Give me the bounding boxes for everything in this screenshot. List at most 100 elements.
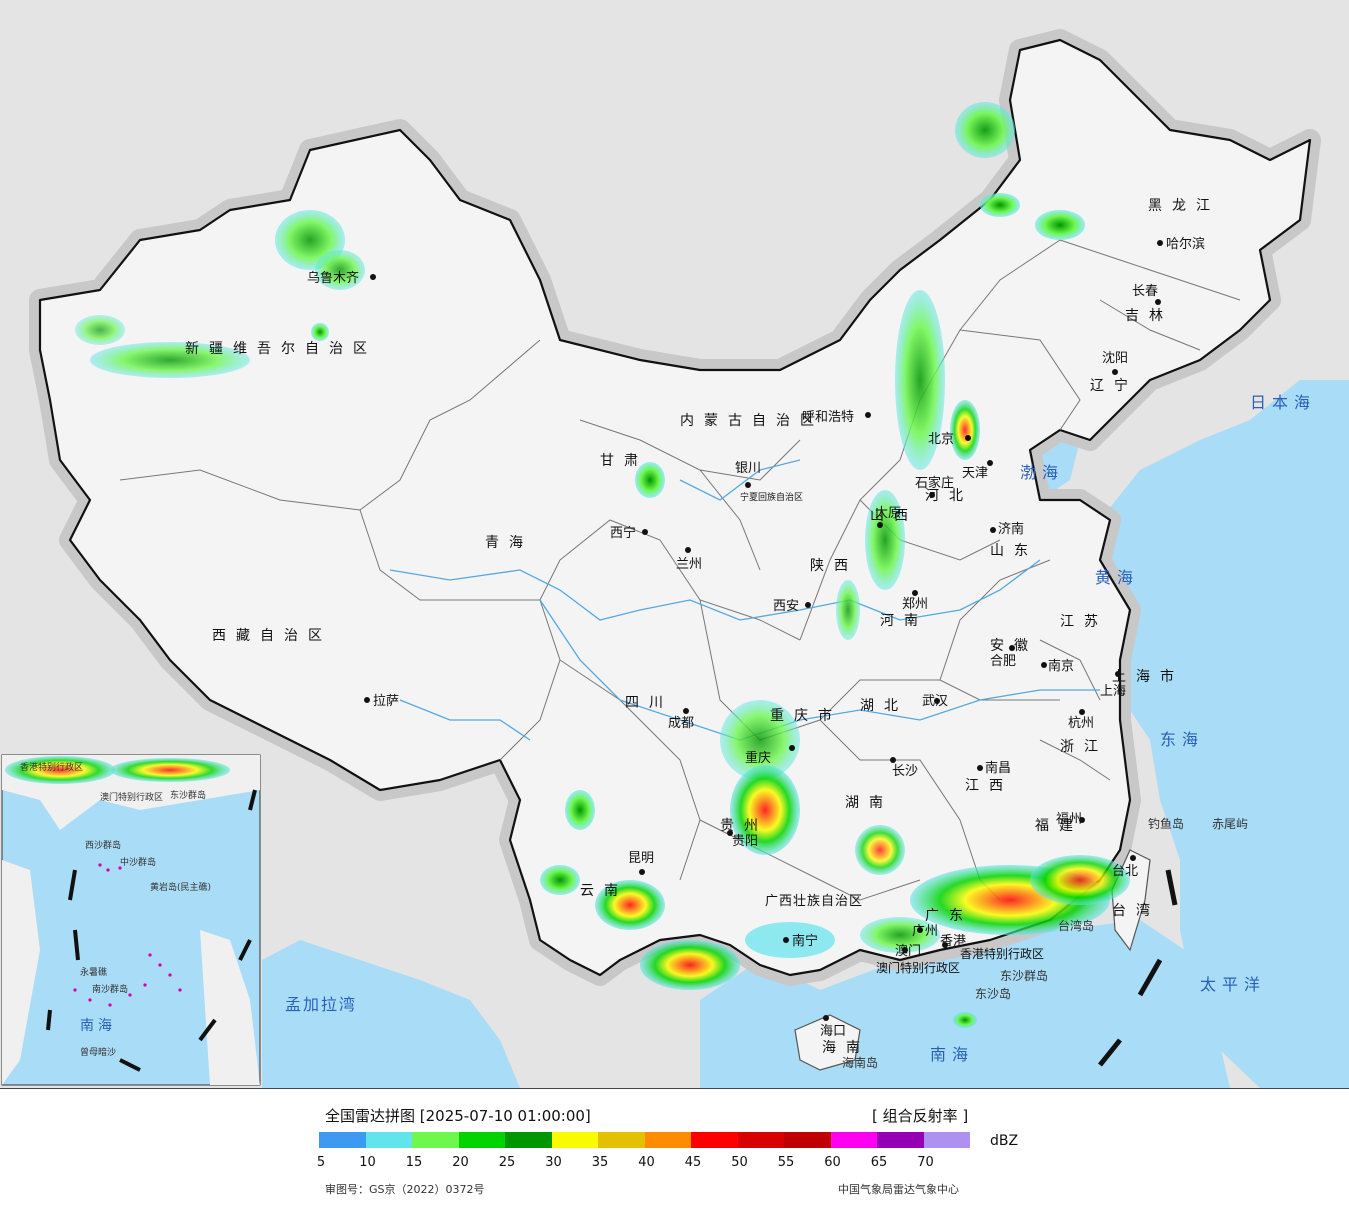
inset-hk: 香港特别行政区 [20, 761, 83, 773]
legend-swatch [598, 1132, 645, 1148]
city-guangzhou: 广州 [912, 924, 938, 939]
city-taipei: 台北 [1112, 864, 1138, 879]
city-hohhot: 呼和浩特 [802, 410, 854, 425]
city-taiyuan: 太原 [875, 506, 901, 521]
inset-zhongsha: 中沙群岛 [120, 856, 156, 868]
label-macau-sar: 澳门特别行政区 [876, 960, 960, 975]
label-chongqing: 重庆市 [770, 707, 842, 724]
city-kunming: 昆明 [628, 851, 654, 866]
city-changchun: 长春 [1132, 284, 1158, 299]
label-hk-sar: 香港特别行政区 [960, 946, 1044, 961]
legend-tick-label: 65 [870, 1155, 888, 1170]
label-taiwan: 台湾 [1112, 902, 1160, 919]
legend-swatch [365, 1132, 412, 1148]
bay-of-bengal-water [262, 940, 520, 1088]
island-labels: 钓鱼岛 赤尾屿 台湾岛 东沙群岛 东沙岛 海南岛 香港特别行政区 澳门特别行政区 [842, 816, 1248, 1070]
inset-south-sea: 南海 [80, 1018, 116, 1034]
legend-swatch [691, 1132, 738, 1148]
label-yunnan: 云南 [580, 883, 628, 899]
label-liaoning: 辽宁 [1090, 377, 1138, 394]
label-heilongjiang: 黑龙江 [1148, 198, 1220, 214]
label-hubei: 湖北 [860, 698, 908, 714]
legend-product: [ 组合反射率 ] [872, 1107, 969, 1125]
legend-tick-label: 40 [638, 1155, 655, 1170]
inset-yongshu: 永暑礁 [80, 966, 107, 978]
legend-swatch [505, 1132, 552, 1148]
city-nanchang: 南昌 [985, 760, 1011, 776]
legend-tick-label: 15 [405, 1155, 423, 1170]
city-jinan: 济南 [998, 521, 1024, 537]
inset-dongsha: 东沙群岛 [170, 789, 206, 801]
label-hebei: 河北 [925, 488, 973, 504]
legend-swatch [644, 1132, 691, 1148]
island-dongsha: 东沙岛 [975, 986, 1011, 1001]
legend-tick-label: 5 [316, 1155, 326, 1170]
label-sichuan: 四川 [625, 695, 673, 711]
city-shanghai: 上海 [1100, 684, 1126, 699]
sea-bohai: 渤海 [1020, 463, 1064, 482]
legend-swatch [412, 1132, 459, 1148]
sea-south: 南海 [930, 1045, 974, 1064]
island-diaoyu: 钓鱼岛 [1148, 816, 1184, 831]
inset-huangyan: 黄岩岛(民主礁) [150, 881, 211, 893]
legend-swatch [551, 1132, 598, 1148]
label-hunan: 湖南 [845, 795, 893, 811]
legend-swatch [830, 1132, 877, 1148]
city-beijing: 北京 [928, 432, 954, 447]
island-chiwei: 赤尾屿 [1212, 817, 1248, 831]
radar-echoes [75, 102, 1130, 1028]
label-gansu: 甘肃 [600, 453, 648, 469]
island-hainan: 海南岛 [842, 1055, 878, 1070]
city-shenyang: 沈阳 [1102, 351, 1128, 366]
legend-swatch [877, 1132, 924, 1148]
legend-swatch [319, 1132, 366, 1148]
label-xinjiang: 新疆维吾尔自治区 [185, 341, 377, 357]
label-guangdong: 广东 [925, 908, 973, 924]
radar-map[interactable]: 黑龙江 吉林 辽宁 内蒙古自治区 河北 山西 山东 河南 陕西 甘肃 宁夏回族自… [0, 0, 1349, 1088]
label-qinghai: 青海 [485, 535, 533, 551]
legend-swatch [458, 1132, 505, 1148]
rivers [389, 459, 1100, 741]
inset-labels: 南海 中沙群岛 西沙群岛 南沙群岛 黄岩岛(民主礁) 永暑礁 曾母暗沙 香港特别… [20, 761, 211, 1058]
nine-dash-line [1098, 869, 1178, 1067]
city-labels: 哈尔滨 长春 沈阳 呼和浩特 北京 天津 石家庄 太原 济南 郑州 西安 银川 … [307, 236, 1205, 1039]
city-xian: 西安 [773, 599, 799, 614]
city-lhasa: 拉萨 [373, 694, 399, 709]
city-fuzhou: 福州 [1056, 812, 1082, 827]
label-shaanxi: 陕西 [810, 558, 858, 574]
label-tibet: 西藏自治区 [212, 628, 332, 644]
inset-nansha: 南沙群岛 [92, 983, 128, 995]
label-henan: 河南 [880, 613, 928, 629]
label-ningxia: 宁夏回族自治区 [740, 491, 803, 503]
city-urumqi: 乌鲁木齐 [307, 270, 359, 286]
legend-tick-label: 20 [452, 1155, 469, 1170]
source-credit: 中国气象局雷达气象中心 [838, 1183, 959, 1196]
city-guiyang: 贵阳 [732, 834, 758, 849]
legend-tick-label: 25 [498, 1155, 516, 1170]
city-nanning: 南宁 [792, 933, 818, 949]
city-lanzhou: 兰州 [676, 557, 702, 572]
label-zhejiang: 浙江 [1060, 739, 1108, 755]
legend-unit: dBZ [990, 1133, 1019, 1149]
city-hangzhou: 杭州 [1068, 716, 1094, 731]
label-fujian: 福建 [1035, 818, 1083, 834]
legend-swatch [737, 1132, 784, 1148]
legend-panel: 全国雷达拼图 [2025-07-10 01:00:00] [ 组合反射率 ] 5… [0, 1088, 1349, 1209]
label-jilin: 吉林 [1125, 308, 1173, 324]
label-shandong: 山东 [990, 543, 1038, 559]
city-changsha: 长沙 [892, 764, 918, 779]
label-jiangxi: 江西 [965, 778, 1013, 794]
south-sea-inset [1, 754, 261, 1086]
city-harbin: 哈尔滨 [1166, 236, 1205, 252]
city-shijiazhuang: 石家庄 [915, 475, 954, 491]
city-chengdu: 成都 [668, 716, 694, 731]
label-hainan: 海南 [822, 1040, 870, 1056]
sea-japan: 日本海 [1250, 393, 1316, 412]
label-shanxi: 山西 [870, 508, 918, 524]
legend-swatch [784, 1132, 831, 1148]
island-dongsha-group: 东沙群岛 [1000, 968, 1048, 983]
inset-zengmu: 曾母暗沙 [80, 1046, 116, 1058]
label-jiangsu: 江苏 [1060, 614, 1108, 630]
approval-number: 审图号：GS京（2022）0372号 [325, 1183, 485, 1196]
